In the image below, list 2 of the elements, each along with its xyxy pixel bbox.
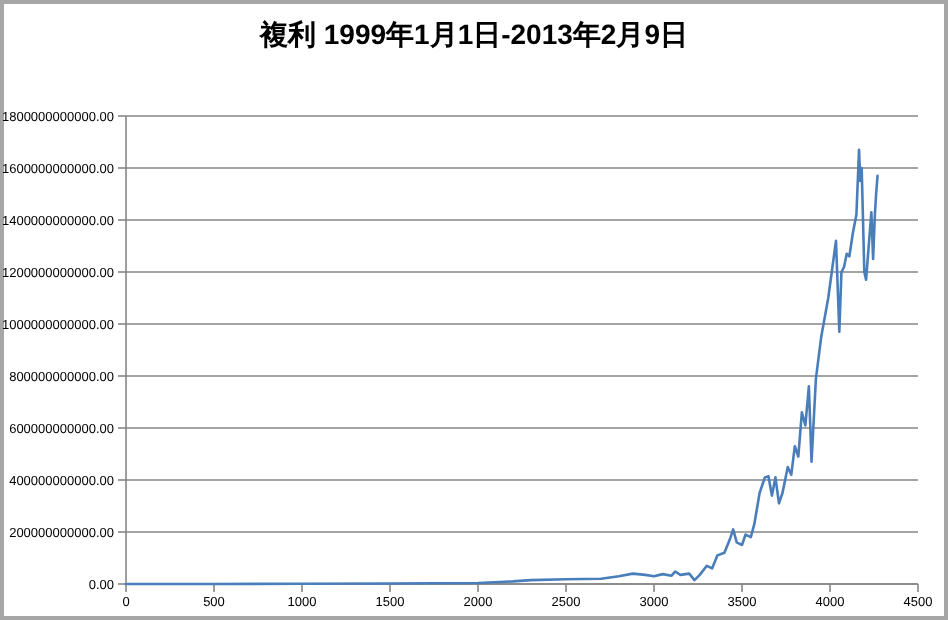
chart-title: 複利 1999年1月1日-2013年2月9日	[258, 18, 688, 50]
line-series	[124, 148, 879, 586]
